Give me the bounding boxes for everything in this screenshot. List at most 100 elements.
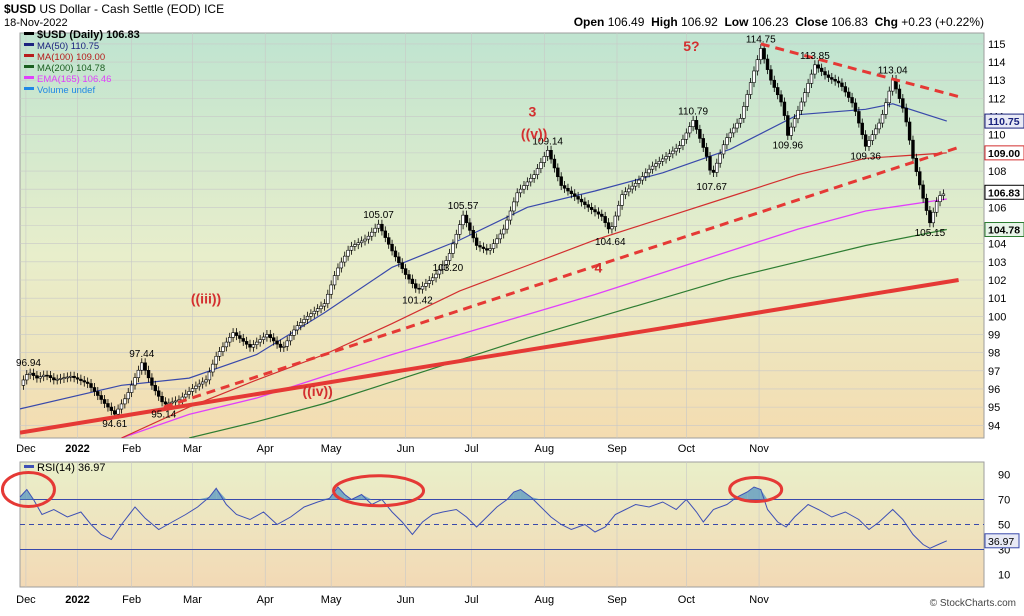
y-tick-label: 114 (988, 57, 1006, 69)
price-candle (204, 379, 208, 383)
price-candle (241, 338, 245, 342)
x-tick-label: May (321, 443, 342, 455)
axis-tag-box (984, 222, 1024, 238)
price-candle (62, 377, 66, 380)
price-candle (816, 64, 820, 69)
price-candle (789, 126, 793, 136)
price-candle (593, 209, 597, 213)
price-candle (508, 210, 513, 221)
rsi-y-tick-label: 10 (998, 570, 1010, 582)
price-candle (146, 370, 151, 379)
price-candle (359, 240, 364, 244)
ma100-line (121, 152, 947, 438)
rsi-x-tick-label: Feb (122, 594, 141, 606)
price-candle (596, 211, 601, 215)
brand: © StockCharts.com (929, 598, 1016, 609)
price-candle (288, 335, 293, 342)
price-annotation: 107.67 (696, 182, 727, 193)
legend-swatch (24, 87, 34, 90)
chg-value: +0.23 (+0.22%) (901, 15, 984, 29)
y-tick-label: 113 (988, 75, 1006, 87)
x-tick-label: Dec (16, 443, 36, 455)
price-candle (890, 79, 895, 92)
price-candle (258, 339, 262, 343)
price-candle (255, 341, 259, 345)
price-annotation: 103.20 (433, 263, 464, 274)
wave-label: ((iv)) (302, 383, 332, 399)
price-candle (501, 228, 506, 235)
trendline-dashed-support (163, 145, 960, 409)
price-candle (532, 174, 536, 179)
price-candle (840, 82, 844, 87)
x-tick-label: Oct (678, 443, 695, 455)
price-candle (275, 340, 279, 345)
price-candle (430, 277, 435, 281)
price-candle (934, 201, 939, 213)
price-candle (606, 222, 611, 230)
price-candle (89, 383, 93, 388)
price-candle (376, 223, 381, 229)
price-annotation: 109.96 (773, 140, 804, 151)
price-candle (654, 163, 658, 167)
rsi-overbought-fill (753, 487, 761, 500)
y-tick-label: 99 (988, 329, 1000, 341)
rsi-overbought-fill (760, 489, 768, 500)
price-candle (782, 101, 787, 116)
price-annotation: 105.15 (915, 228, 946, 239)
x-tick-label: Sep (607, 443, 627, 455)
price-candle (427, 280, 431, 284)
price-candle (576, 196, 580, 200)
price-candle (363, 238, 367, 242)
price-candle (299, 322, 303, 326)
ma200-line (188, 228, 947, 438)
price-candle (583, 201, 587, 205)
price-candle (491, 243, 496, 249)
price-candle (914, 158, 919, 172)
price-series-layer (20, 43, 947, 438)
rsi-highlight-ellipse (0, 471, 56, 508)
price-candle (545, 150, 550, 157)
price-candle (282, 345, 286, 348)
y-tick-label: 110 (988, 130, 1006, 142)
price-annotation: 101.42 (402, 296, 433, 307)
price-candle (48, 375, 53, 379)
rsi-overbought-fill (216, 488, 227, 500)
axis-tag-label: 104.78 (988, 225, 1020, 237)
rsi-overbought-fill (520, 489, 531, 500)
price-candle (637, 179, 641, 184)
price-candle (234, 332, 239, 336)
price-candle (268, 334, 273, 339)
price-candle (498, 233, 503, 240)
price-candle (644, 172, 648, 177)
x-tick-label: Nov (749, 443, 769, 455)
price-candle (228, 337, 232, 343)
price-candle (458, 224, 462, 235)
y-tick-label: 100 (988, 311, 1006, 323)
price-candle (119, 403, 124, 410)
price-candle (96, 391, 100, 396)
price-candle (133, 377, 137, 386)
price-candle (400, 262, 404, 269)
price-candle (677, 145, 682, 149)
rsi-highlight-ellipse (332, 474, 426, 508)
rsi-highlight-circles (0, 471, 784, 508)
price-annotation: 96.94 (16, 358, 41, 369)
price-candle (150, 377, 154, 386)
price-candle (701, 138, 705, 148)
price-candle (464, 214, 469, 224)
price-candle (742, 106, 746, 119)
price-candle (129, 384, 134, 393)
rsi-x-tick-label: Dec (16, 594, 36, 606)
y-tick-label: 104 (988, 239, 1006, 251)
price-candle (69, 375, 73, 378)
price-candle (684, 132, 689, 140)
x-tick-label: 2022 (65, 443, 89, 455)
price-candle (224, 341, 229, 348)
price-candle (863, 134, 868, 147)
price-candle (850, 97, 854, 104)
price-candle (55, 378, 59, 381)
price-candle (803, 92, 807, 103)
rsi-legend-swatch (24, 465, 34, 468)
axis-tag-box (984, 184, 1024, 200)
